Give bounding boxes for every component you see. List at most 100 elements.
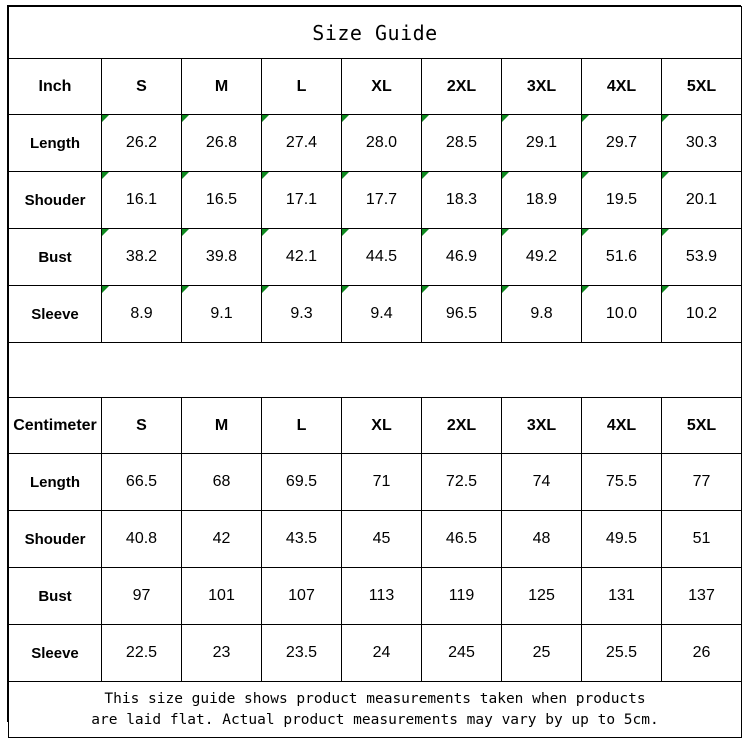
cm-length-5xl: 77 bbox=[661, 453, 742, 511]
inch-size-header-xl: XL bbox=[341, 58, 422, 115]
table-spacer bbox=[8, 342, 742, 398]
table-row: Shouder 16.1 16.5 17.1 17.7 18.3 18.9 19… bbox=[8, 171, 742, 229]
inch-shoulder-3xl: 18.9 bbox=[501, 171, 582, 229]
inch-shoulder-4xl: 19.5 bbox=[581, 171, 662, 229]
note-line-1: This size guide shows product measuremen… bbox=[104, 690, 646, 707]
cm-bust-4xl: 131 bbox=[581, 567, 662, 625]
cm-shoulder-3xl: 48 bbox=[501, 510, 582, 568]
cm-shoulder-4xl: 49.5 bbox=[581, 510, 662, 568]
inch-length-5xl: 30.3 bbox=[661, 114, 742, 172]
inch-length-m: 26.8 bbox=[181, 114, 262, 172]
cm-sleeve-xl: 24 bbox=[341, 624, 422, 682]
table-row: Bust 38.2 39.8 42.1 44.5 46.9 49.2 51.6 … bbox=[8, 228, 742, 286]
table-row: Length 66.5 68 69.5 71 72.5 74 75.5 77 bbox=[8, 453, 742, 511]
cm-shoulder-l: 43.5 bbox=[261, 510, 342, 568]
title-row: Size Guide bbox=[8, 6, 742, 59]
inch-bust-2xl: 46.9 bbox=[421, 228, 502, 286]
inch-bust-m: 39.8 bbox=[181, 228, 262, 286]
cm-unit-label: Centimeter bbox=[8, 397, 102, 454]
inch-size-header-m: M bbox=[181, 58, 262, 115]
inch-length-4xl: 29.7 bbox=[581, 114, 662, 172]
cm-length-3xl: 74 bbox=[501, 453, 582, 511]
cm-shoulder-5xl: 51 bbox=[661, 510, 742, 568]
cm-row-label-length: Length bbox=[8, 453, 102, 511]
inch-row-label-shoulder: Shouder bbox=[8, 171, 102, 229]
cm-length-l: 69.5 bbox=[261, 453, 342, 511]
inch-size-header-s: S bbox=[101, 58, 182, 115]
inch-size-header-2xl: 2XL bbox=[421, 58, 502, 115]
cm-sleeve-m: 23 bbox=[181, 624, 262, 682]
table-row: Shouder 40.8 42 43.5 45 46.5 48 49.5 51 bbox=[8, 510, 742, 568]
inch-bust-5xl: 53.9 bbox=[661, 228, 742, 286]
cm-sleeve-2xl: 245 bbox=[421, 624, 502, 682]
cm-size-header-l: L bbox=[261, 397, 342, 454]
cm-bust-m: 101 bbox=[181, 567, 262, 625]
cm-shoulder-s: 40.8 bbox=[101, 510, 182, 568]
table-row: Sleeve 8.9 9.1 9.3 9.4 96.5 9.8 10.0 10.… bbox=[8, 285, 742, 343]
cm-bust-5xl: 137 bbox=[661, 567, 742, 625]
cm-length-4xl: 75.5 bbox=[581, 453, 662, 511]
table-spacer-row bbox=[8, 342, 742, 398]
inch-unit-label: Inch bbox=[8, 58, 102, 115]
inch-sleeve-3xl: 9.8 bbox=[501, 285, 582, 343]
inch-shoulder-xl: 17.7 bbox=[341, 171, 422, 229]
inch-length-2xl: 28.5 bbox=[421, 114, 502, 172]
cm-sleeve-4xl: 25.5 bbox=[581, 624, 662, 682]
cm-bust-s: 97 bbox=[101, 567, 182, 625]
inch-size-header-3xl: 3XL bbox=[501, 58, 582, 115]
cm-header-row: Centimeter S M L XL 2XL 3XL 4XL 5XL bbox=[8, 397, 742, 454]
inch-sleeve-2xl: 96.5 bbox=[421, 285, 502, 343]
cm-size-header-3xl: 3XL bbox=[501, 397, 582, 454]
inch-shoulder-5xl: 20.1 bbox=[661, 171, 742, 229]
cm-row-label-bust: Bust bbox=[8, 567, 102, 625]
cm-length-m: 68 bbox=[181, 453, 262, 511]
size-guide-card: Size Guide Inch S M L XL 2XL 3XL 4XL 5XL… bbox=[7, 5, 742, 738]
cm-shoulder-xl: 45 bbox=[341, 510, 422, 568]
inch-shoulder-m: 16.5 bbox=[181, 171, 262, 229]
inch-bust-xl: 44.5 bbox=[341, 228, 422, 286]
page-title: Size Guide bbox=[8, 6, 742, 59]
inch-sleeve-xl: 9.4 bbox=[341, 285, 422, 343]
cm-row-label-shoulder: Shouder bbox=[8, 510, 102, 568]
inch-length-3xl: 29.1 bbox=[501, 114, 582, 172]
inch-size-header-l: L bbox=[261, 58, 342, 115]
inch-row-label-sleeve: Sleeve bbox=[8, 285, 102, 343]
cm-bust-2xl: 119 bbox=[421, 567, 502, 625]
cm-length-2xl: 72.5 bbox=[421, 453, 502, 511]
inch-bust-3xl: 49.2 bbox=[501, 228, 582, 286]
inch-bust-4xl: 51.6 bbox=[581, 228, 662, 286]
inch-length-l: 27.4 bbox=[261, 114, 342, 172]
cm-sleeve-5xl: 26 bbox=[661, 624, 742, 682]
cm-shoulder-m: 42 bbox=[181, 510, 262, 568]
inch-sleeve-5xl: 10.2 bbox=[661, 285, 742, 343]
cm-sleeve-l: 23.5 bbox=[261, 624, 342, 682]
cm-size-header-s: S bbox=[101, 397, 182, 454]
note-line-2: are laid flat. Actual product measuremen… bbox=[91, 711, 659, 728]
inch-sleeve-s: 8.9 bbox=[101, 285, 182, 343]
inch-sleeve-4xl: 10.0 bbox=[581, 285, 662, 343]
inch-row-label-length: Length bbox=[8, 114, 102, 172]
table-row: Bust 97 101 107 113 119 125 131 137 bbox=[8, 567, 742, 625]
inch-row-label-bust: Bust bbox=[8, 228, 102, 286]
size-guide-note: This size guide shows product measuremen… bbox=[8, 681, 742, 738]
cm-sleeve-s: 22.5 bbox=[101, 624, 182, 682]
size-guide-body: Size Guide Inch S M L XL 2XL 3XL 4XL 5XL… bbox=[8, 6, 742, 738]
cm-size-header-m: M bbox=[181, 397, 262, 454]
cm-sleeve-3xl: 25 bbox=[501, 624, 582, 682]
inch-size-header-5xl: 5XL bbox=[661, 58, 742, 115]
table-row: Sleeve 22.5 23 23.5 24 245 25 25.5 26 bbox=[8, 624, 742, 682]
inch-header-row: Inch S M L XL 2XL 3XL 4XL 5XL bbox=[8, 58, 742, 115]
cm-size-header-xl: XL bbox=[341, 397, 422, 454]
cm-bust-xl: 113 bbox=[341, 567, 422, 625]
table-row: Length 26.2 26.8 27.4 28.0 28.5 29.1 29.… bbox=[8, 114, 742, 172]
cm-size-header-4xl: 4XL bbox=[581, 397, 662, 454]
cm-shoulder-2xl: 46.5 bbox=[421, 510, 502, 568]
inch-length-s: 26.2 bbox=[101, 114, 182, 172]
inch-sleeve-m: 9.1 bbox=[181, 285, 262, 343]
inch-shoulder-l: 17.1 bbox=[261, 171, 342, 229]
cm-length-xl: 71 bbox=[341, 453, 422, 511]
cm-row-label-sleeve: Sleeve bbox=[8, 624, 102, 682]
inch-size-header-4xl: 4XL bbox=[581, 58, 662, 115]
inch-sleeve-l: 9.3 bbox=[261, 285, 342, 343]
cm-length-s: 66.5 bbox=[101, 453, 182, 511]
